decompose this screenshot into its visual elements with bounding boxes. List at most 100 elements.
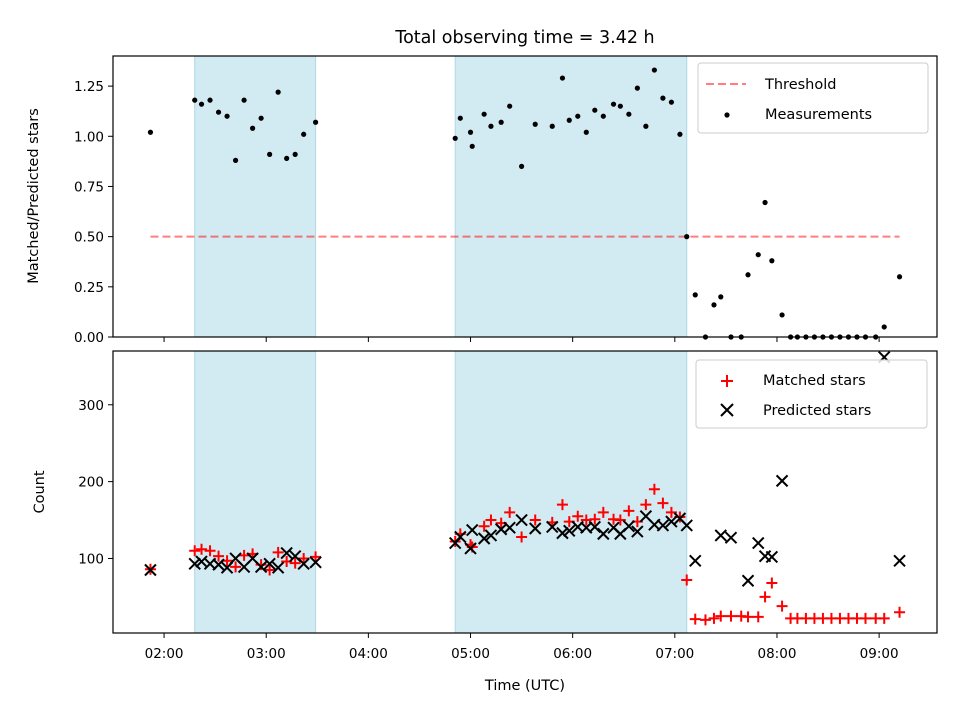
matched-star-point [752,611,764,623]
matched-star-point [289,557,301,569]
matched-star-point [640,499,652,511]
measurement-point [684,234,690,240]
matched-star-point [310,551,322,563]
matched-star-point [657,497,669,509]
figure-title: Total observing time = 3.42 h [394,28,654,48]
predicted-star-point [297,557,310,571]
predicted-star-point [893,554,906,567]
predicted-star-point [271,561,285,574]
predicted-star-point [563,524,576,538]
measurement-point [267,151,273,157]
measurement-point [207,97,213,103]
measurement-legend-swatch [724,112,730,118]
measurement-point [660,95,666,101]
measurement-point [634,85,640,91]
measurement-point [745,272,751,278]
matched-star-point [681,574,693,586]
x-tick-label: 09:00 [860,646,899,662]
measurement-point [711,302,717,308]
matched-star-point [689,613,701,625]
x-tick-label: 03:00 [247,646,286,662]
measurement-point [241,97,247,103]
measurement-point [677,131,683,137]
x-tick-label: 06:00 [553,646,592,662]
x-tick-label: 07:00 [655,646,694,662]
matched-star-point [699,614,711,626]
measurement-point [755,252,761,258]
shaded-interval-1 [194,350,317,634]
shaded-interval-1 [194,55,317,338]
x-axis-label: Time (UTC) [484,678,565,694]
legend-matched-label: Matched stars [763,373,866,389]
predicted-star-point [466,523,479,537]
matched-star-point [529,514,541,526]
predicted-star-point [680,519,693,532]
measurement-point [312,119,319,125]
measurement-point [147,129,154,135]
x-tick-label: 04:00 [349,646,388,662]
measurement-point [896,274,903,280]
measurement-point [626,111,632,117]
predicted-star-point [752,536,765,550]
measurement-point [467,129,474,135]
measurement-point [301,131,307,137]
bottom-legend: Matched stars Predicted stars [695,359,928,429]
shaded-interval-2 [454,55,688,338]
bottom-plot-frame [112,350,938,634]
matched-star-point [516,531,528,543]
matched-star-point [648,483,660,495]
predicted-star-point [631,525,644,538]
matched-star-point [485,514,497,526]
top-legend-box [697,62,929,134]
measurement-point [498,119,504,125]
measurement-point [779,312,785,318]
top-y-ticks: 0.00 0.25 0.50 0.75 1.00 1.25 [74,79,113,346]
matched-star-point [204,545,216,557]
y-tick-label: 0.75 [74,179,104,195]
predicted-star-point [144,563,157,577]
matched-star-point [589,513,601,525]
measurement-point [469,143,475,149]
measurement-point [284,155,290,161]
matched-star-point [572,510,584,522]
y-tick-label: 200 [78,475,104,491]
matched-star-point [859,612,871,624]
measurement-point [769,258,775,264]
top-plot-frame [112,55,938,338]
measurement-point [258,115,264,121]
matched-star-point [556,499,568,511]
measurement-point [532,121,538,127]
predicted-star-point [309,556,322,569]
predicted-star-point [546,520,559,534]
predicted-star-point [588,520,602,534]
x-tick-label: 05:00 [451,646,490,662]
y-tick-label: 0.25 [74,280,104,296]
matched-star-point [708,612,720,624]
matched-star-point [238,549,250,561]
shaded-interval-2 [454,350,688,634]
bottom-panel: 100 200 300 02:00 03:00 04:00 05:00 06:00 07:00… [32,350,938,694]
predicted-star-point [597,527,610,541]
y-tick-label: 0.00 [74,330,104,346]
measurement-point [250,125,256,131]
predicted-star-point [515,513,528,527]
measurement-point [762,199,768,206]
matched-star-point [230,561,242,573]
legend-predicted-label: Predicted stars [763,403,871,419]
bottom-legend-box [695,359,928,429]
measurement-point [559,75,566,81]
matched-star-point [878,612,890,624]
predicted-star-point [656,519,670,532]
predicted-star-point [212,558,225,571]
measurement-point [881,324,887,330]
y-tick-label: 300 [78,398,104,414]
predicted-star-point [714,529,727,542]
measurement-point [592,107,598,113]
measurement-point [488,123,494,129]
predicted-star-point [765,550,779,564]
y-tick-label: 1.25 [74,79,104,95]
predicted-legend-swatch [720,403,734,417]
matched-star-point [264,564,276,576]
matched-star-point [623,505,635,517]
